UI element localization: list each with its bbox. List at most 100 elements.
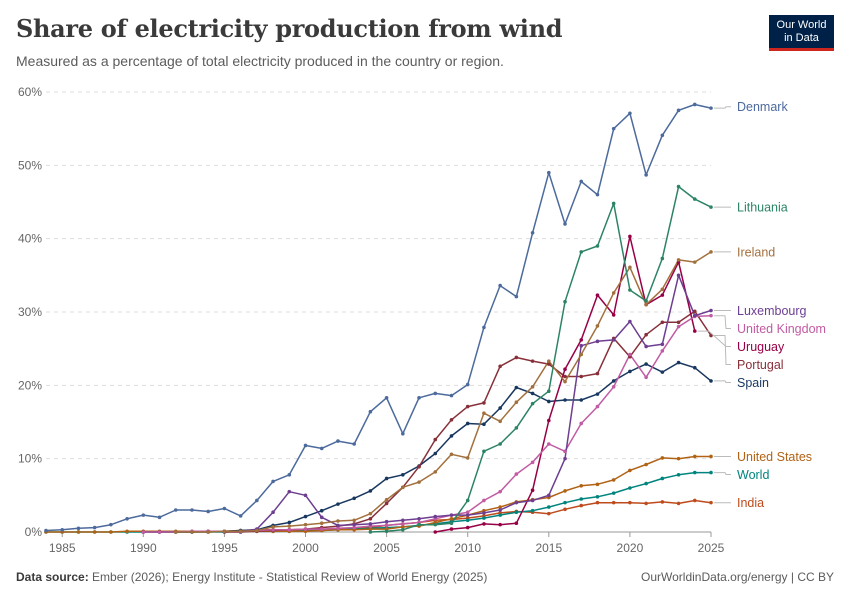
data-point-spain <box>368 489 373 493</box>
data-point-lithuania <box>449 521 454 525</box>
data-point-denmark <box>482 325 486 330</box>
logo-line-2: in Data <box>784 32 819 44</box>
data-point-denmark <box>449 393 454 398</box>
data-point-ireland <box>676 258 681 262</box>
data-point-ireland <box>255 528 259 533</box>
series-line-spain[interactable] <box>143 361 712 533</box>
data-point-ireland <box>709 250 713 254</box>
data-point-united-kingdom <box>384 523 389 528</box>
data-point-united-states <box>92 530 97 534</box>
data-point-united-kingdom <box>271 528 275 532</box>
data-point-india <box>579 503 584 508</box>
data-point-spain <box>384 476 389 481</box>
data-point-uruguay <box>628 234 632 239</box>
data-point-denmark <box>417 396 421 400</box>
series-line-ireland[interactable] <box>175 251 712 533</box>
data-point-ireland <box>401 485 405 490</box>
data-point-spain <box>563 398 567 402</box>
data-point-uruguay <box>482 522 486 526</box>
data-point-united-kingdom <box>530 460 535 465</box>
data-point-ireland <box>173 530 178 534</box>
data-point-world <box>692 470 697 475</box>
data-point-denmark <box>628 111 632 116</box>
data-point-uruguay <box>514 521 519 525</box>
data-point-ireland <box>449 452 454 457</box>
data-point-united-kingdom <box>157 530 162 534</box>
data-point-portugal <box>384 501 389 506</box>
data-point-denmark <box>255 498 259 503</box>
series-label-india[interactable]: India <box>737 496 764 510</box>
series-label-uruguay[interactable]: Uruguay <box>737 340 785 354</box>
data-point-lithuania <box>660 256 665 261</box>
data-point-lithuania <box>384 529 389 534</box>
data-point-portugal <box>660 320 665 325</box>
data-point-ireland <box>530 385 535 389</box>
series-line-lithuania[interactable] <box>370 185 712 533</box>
data-point-denmark <box>287 473 292 477</box>
series-label-luxembourg[interactable]: Luxembourg <box>737 304 807 318</box>
series-line-luxembourg[interactable] <box>240 274 712 533</box>
data-point-ireland <box>611 291 616 295</box>
credit-link[interactable]: OurWorldinData.org/energy | CC BY <box>641 570 834 584</box>
data-point-ireland <box>287 524 292 528</box>
series-label-spain[interactable]: Spain <box>737 376 769 390</box>
data-point-ireland <box>206 530 210 534</box>
data-point-luxembourg <box>709 308 713 313</box>
data-point-lithuania <box>563 299 567 304</box>
data-point-united-kingdom <box>319 527 324 531</box>
series-label-lithuania[interactable]: Lithuania <box>737 201 788 215</box>
series-line-india[interactable] <box>143 499 712 533</box>
data-point-denmark <box>303 443 308 448</box>
series-label-ireland[interactable]: Ireland <box>737 245 775 259</box>
data-point-uruguay <box>465 525 470 530</box>
series-line-uruguay[interactable] <box>435 235 696 533</box>
data-point-united-states <box>660 456 665 460</box>
data-point-ireland <box>628 265 632 270</box>
data-point-spain <box>579 398 584 402</box>
data-point-denmark <box>125 517 129 521</box>
series-label-world[interactable]: World <box>737 468 769 482</box>
data-point-ireland <box>303 522 308 527</box>
data-point-lithuania <box>692 197 697 201</box>
chart-title: Share of electricity production from win… <box>16 14 563 43</box>
data-point-luxembourg <box>465 513 470 517</box>
data-point-united-states <box>595 482 600 487</box>
data-point-india <box>692 498 697 503</box>
series-line-denmark[interactable] <box>45 103 712 532</box>
data-point-denmark <box>530 231 535 235</box>
data-source-text: Ember (2026); Energy Institute - Statist… <box>92 570 488 584</box>
data-point-world <box>498 513 502 517</box>
y-axis-tick-labels: 0% 10% 20% 30% 40% 50% 60% <box>18 85 42 539</box>
data-point-luxembourg <box>579 343 584 348</box>
x-tick-label: 2005 <box>373 541 400 555</box>
data-point-luxembourg <box>644 344 648 349</box>
data-point-denmark <box>401 431 405 436</box>
data-point-denmark <box>579 179 584 184</box>
series-label-portugal[interactable]: Portugal <box>737 358 784 372</box>
owid-logo[interactable]: Our World in Data <box>769 15 834 51</box>
data-point-ireland <box>352 518 356 523</box>
data-point-india <box>628 500 632 505</box>
data-point-denmark <box>384 396 389 400</box>
data-point-lithuania <box>595 244 600 248</box>
data-point-spain <box>530 391 535 396</box>
series-label-united-states[interactable]: United States <box>737 450 812 464</box>
data-point-world <box>482 516 486 520</box>
data-point-luxembourg <box>384 519 389 524</box>
series-label-united-kingdom[interactable]: United Kingdom <box>737 322 826 336</box>
data-point-united-kingdom <box>563 449 567 454</box>
y-tick-label: 10% <box>18 452 42 466</box>
data-point-denmark <box>547 170 551 175</box>
data-point-ireland <box>238 529 243 534</box>
data-point-portugal <box>709 333 713 338</box>
data-point-world <box>644 481 648 486</box>
data-point-uruguay <box>530 488 535 493</box>
data-point-india <box>563 507 567 512</box>
data-point-ireland <box>498 419 502 424</box>
data-point-ireland <box>384 497 389 502</box>
data-point-denmark <box>190 508 194 512</box>
data-point-united-kingdom <box>401 522 405 526</box>
series-label-denmark[interactable]: Denmark <box>737 100 788 114</box>
series-line-united-kingdom[interactable] <box>143 314 712 533</box>
data-point-luxembourg <box>692 313 697 318</box>
